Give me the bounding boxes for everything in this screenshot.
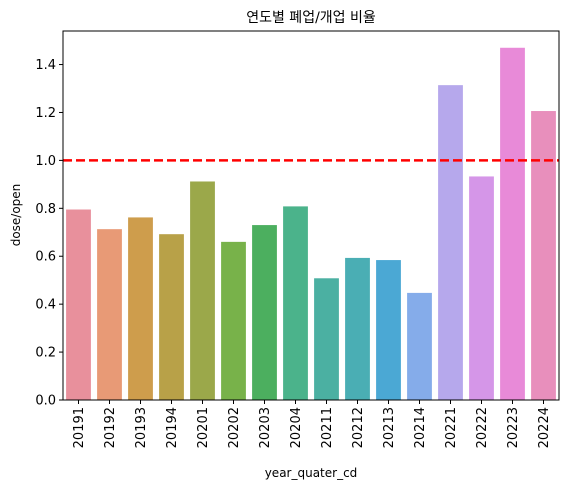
bar-20203	[252, 225, 277, 400]
x-axis: 20191 20192 20193 20194 20201 20202 20203 20204…	[72, 400, 552, 448]
bar-20211	[314, 278, 339, 400]
bar-20213	[376, 260, 401, 400]
x-tick-label: 20192	[103, 407, 118, 448]
x-tick-label: 20212	[351, 407, 366, 448]
x-tick-label: 20204	[289, 407, 304, 448]
bar-20221	[438, 85, 463, 401]
x-tick-label: 20202	[227, 407, 242, 448]
bar-20214	[407, 292, 432, 400]
x-axis-label: year_quater_cd	[265, 466, 358, 480]
x-tick-label: 20201	[196, 407, 211, 448]
x-tick-label: 20194	[165, 407, 180, 448]
y-tick-label: 0.8	[35, 202, 56, 217]
y-tick-label: 0.4	[35, 298, 56, 313]
x-tick-label: 20191	[72, 407, 87, 448]
bar-20194	[159, 234, 184, 400]
bar-20204	[283, 206, 308, 400]
bar-20202	[221, 241, 246, 400]
y-tick-label: 0.6	[35, 250, 56, 265]
axes-layer	[62, 30, 560, 401]
y-axis: 0.0 0.2 0.4 0.6 0.8 1.0 1.2 1.4	[35, 58, 63, 409]
y-axis-label: dose/open	[9, 184, 23, 247]
x-tick-label: 20193	[134, 407, 149, 448]
bars-layer	[66, 47, 556, 401]
y-tick-label: 1.2	[35, 106, 56, 121]
x-tick-label: 20203	[258, 407, 273, 448]
x-tick-label: 20224	[537, 407, 552, 448]
chart-title: 연도별 폐업/개업 비율	[246, 10, 376, 26]
bar-20193	[128, 217, 153, 400]
x-tick-label: 20211	[320, 407, 335, 448]
bar-20212	[345, 257, 370, 400]
bar-20192	[97, 229, 122, 400]
bar-20201	[190, 181, 215, 400]
bar-20224	[531, 111, 556, 400]
x-tick-label: 20213	[382, 407, 397, 448]
y-tick-label: 0.2	[35, 346, 56, 361]
x-tick-label: 20223	[506, 407, 521, 448]
bar-20222	[469, 176, 494, 400]
y-tick-label: 1.0	[35, 154, 56, 169]
bar-20223	[500, 47, 525, 401]
bar-20191	[66, 209, 91, 400]
x-tick-label: 20222	[475, 407, 490, 448]
y-tick-label: 1.4	[35, 58, 56, 73]
plot-frame	[62, 30, 560, 401]
x-tick-label: 20214	[413, 407, 428, 448]
x-tick-label: 20221	[444, 407, 459, 448]
y-tick-label: 0.0	[35, 394, 56, 409]
